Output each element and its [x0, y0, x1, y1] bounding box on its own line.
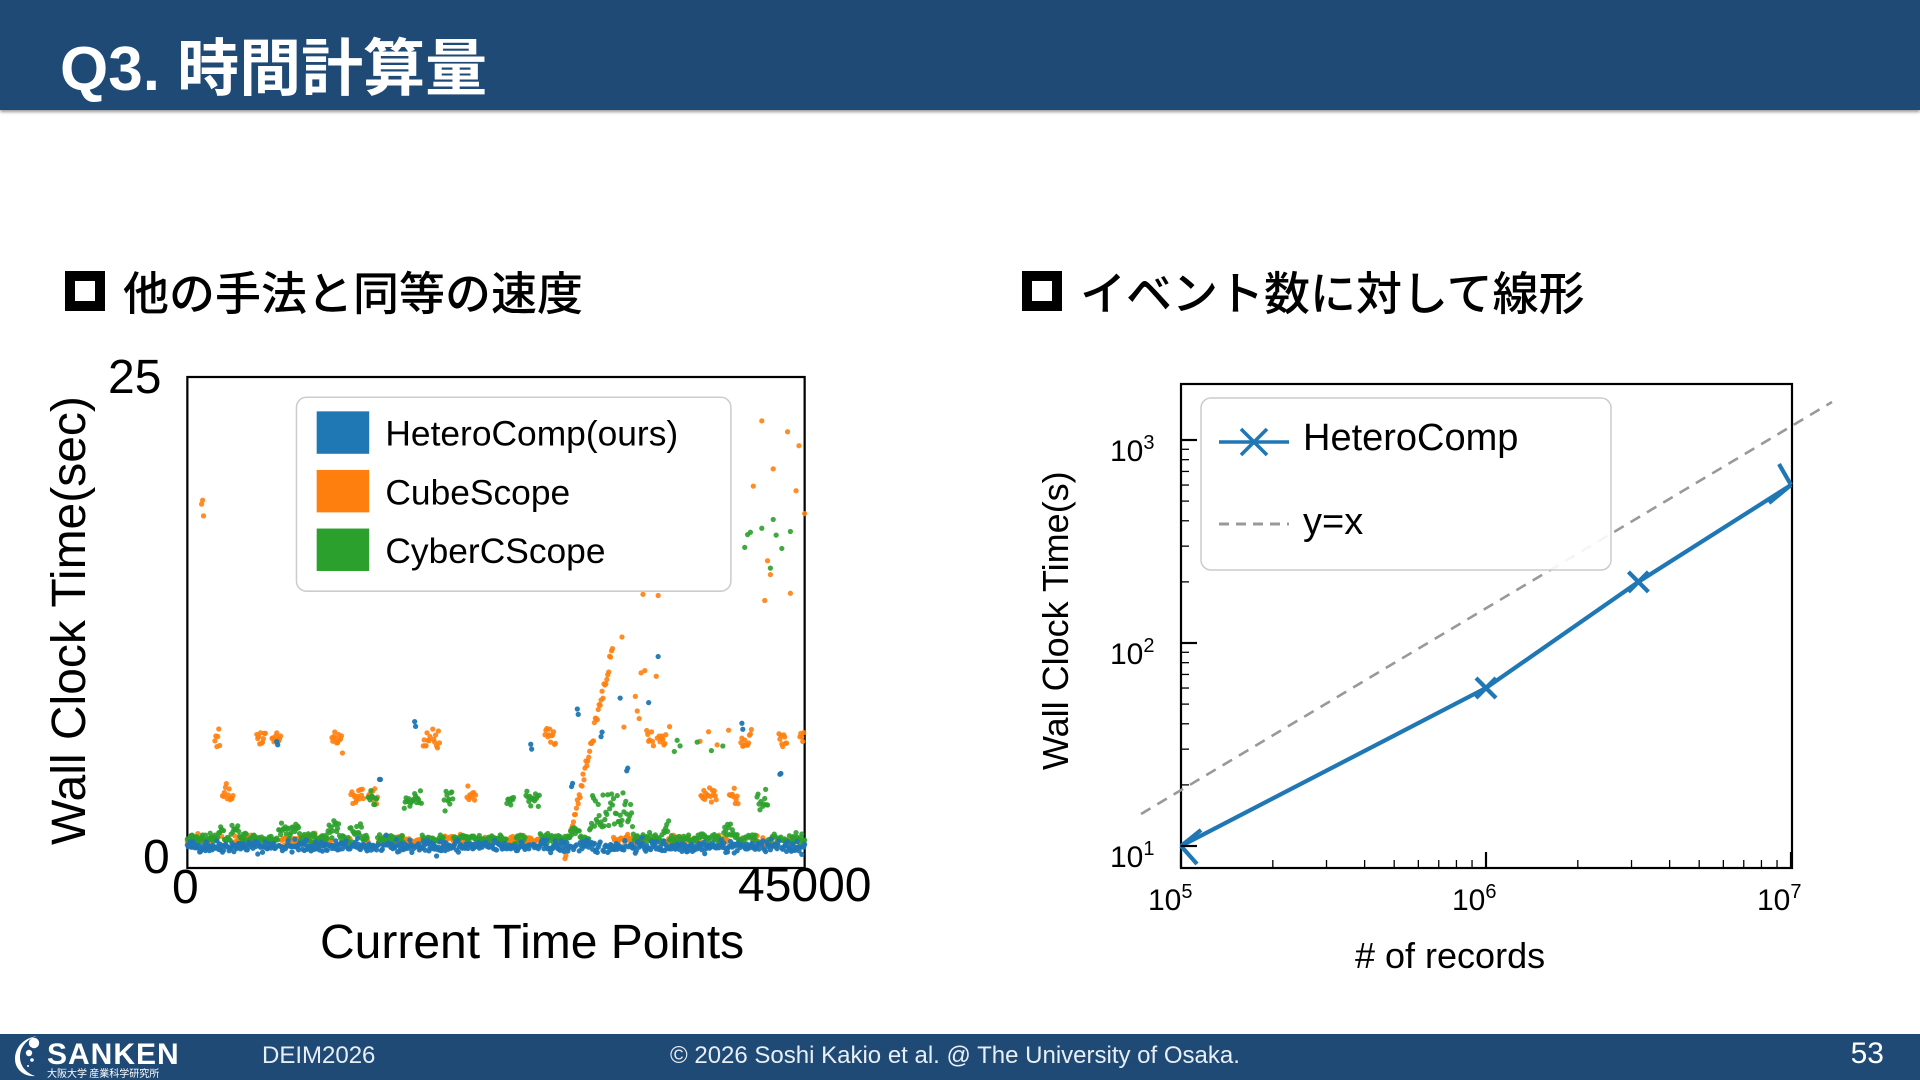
svg-text:HeteroComp(ours): HeteroComp(ours): [385, 415, 678, 454]
svg-text:CyberCScope: CyberCScope: [385, 532, 605, 571]
svg-text:HeteroComp: HeteroComp: [1303, 417, 1518, 459]
svg-text:y=x: y=x: [1303, 501, 1363, 543]
svg-text:大阪大学 産業科学研究所: 大阪大学 産業科学研究所: [47, 1065, 159, 1080]
svg-text:CubeScope: CubeScope: [385, 473, 570, 512]
